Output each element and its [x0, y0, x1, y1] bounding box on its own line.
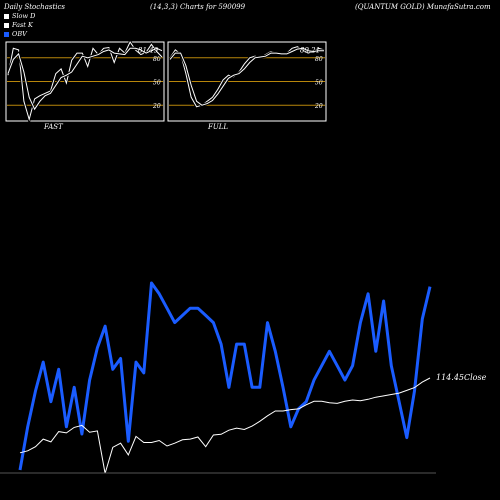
fast-panel-border [5, 41, 165, 122]
fast-last-value-label: 81.49 [138, 47, 159, 55]
full-band-label-80: 80 [315, 56, 323, 63]
fast-series-fast-k [7, 40, 163, 122]
full-panel-title: FULL [207, 123, 228, 131]
full-band-label-20: 20 [314, 103, 323, 110]
chart-params-label: (14,3,3) Charts for 590099 [150, 3, 246, 11]
legend-swatch [4, 13, 9, 19]
legend-swatch [4, 22, 9, 28]
legend-label: OBV [12, 30, 27, 38]
legend-item-fast-k: Fast K [4, 21, 33, 29]
legend-item-obv: OBV [4, 30, 27, 38]
close-line [19, 377, 431, 474]
obv-line [18, 281, 432, 471]
chart-type-label: Daily Stochastics [4, 3, 66, 11]
fast-band-label-80: 80 [153, 56, 161, 63]
fast-series-slow-d [7, 47, 163, 111]
legend-label: Slow D [12, 12, 36, 20]
fast-band-label-50: 50 [153, 80, 161, 87]
full-panel-border [167, 41, 327, 122]
legend-item-slow-d: Slow D [4, 12, 35, 20]
fast-band-label-20: 20 [152, 103, 161, 110]
full-series-outline-1 [168, 46, 324, 107]
stock-name-label: (QUANTUM GOLD) MunafaSutra.com [355, 3, 491, 11]
full-band-label-50: 50 [315, 80, 323, 87]
legend-swatch [4, 31, 9, 37]
close-value-label: 114.45Close [436, 373, 487, 382]
full-series-outline-0 [168, 45, 325, 109]
full-last-value-label: 89.21 [300, 47, 320, 55]
full-series-full-d [169, 47, 324, 106]
legend-label: Fast K [12, 21, 33, 29]
full-series-full-k [169, 46, 325, 108]
fast-panel-title: FAST [43, 123, 64, 131]
